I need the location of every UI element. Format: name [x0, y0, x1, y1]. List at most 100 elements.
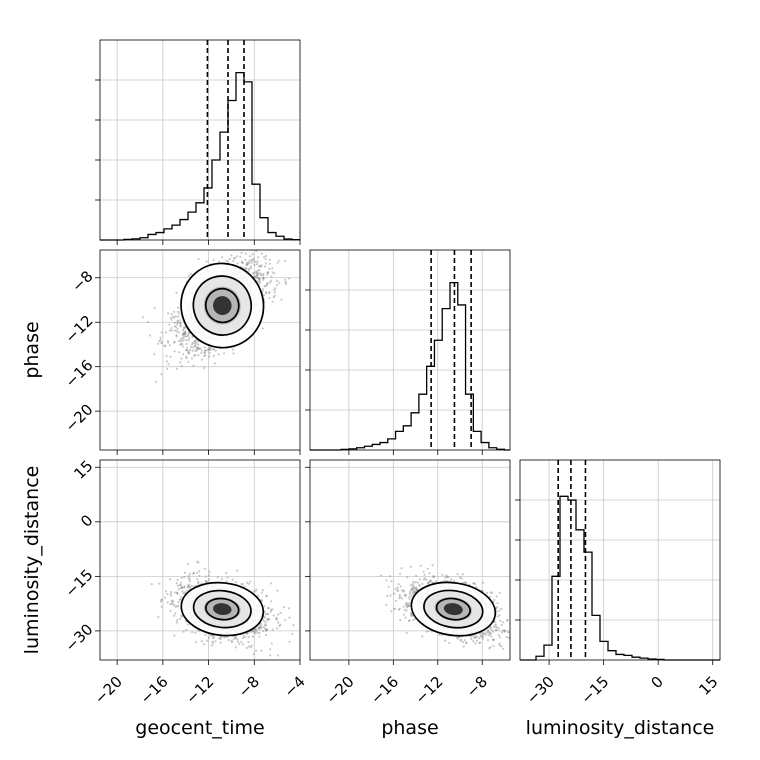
scatter-point: [182, 331, 185, 334]
scatter-point: [413, 588, 416, 591]
scatter-point: [280, 298, 283, 301]
scatter-point: [386, 594, 389, 598]
scatter-point: [173, 604, 176, 607]
scatter-point: [253, 632, 256, 635]
scatter-point: [264, 621, 267, 624]
scatter-point: [245, 261, 249, 264]
histogram-phase: [310, 281, 510, 451]
scatter-point: [183, 327, 186, 330]
y-axis-label-luminosity-distance: luminosity_distance: [21, 466, 43, 655]
scatter-point: [183, 332, 186, 336]
scatter-point: [179, 322, 182, 325]
scatter-point: [188, 336, 191, 340]
scatter-point: [171, 600, 174, 603]
scatter-point: [264, 613, 268, 616]
x-axis-label-geocent-time: geocent_time: [135, 717, 264, 739]
scatter-point: [195, 346, 198, 349]
scatter-point: [175, 291, 178, 294]
scatter-point: [431, 581, 434, 584]
scatter-point: [244, 635, 247, 639]
scatter-point: [234, 580, 237, 584]
scatter-point: [172, 341, 176, 344]
scatter-point: [163, 596, 167, 599]
scatter-point: [480, 634, 483, 637]
x-tick-label: −16: [137, 673, 172, 708]
scatter-point: [398, 597, 401, 600]
scatter-point: [259, 626, 262, 629]
scatter-point: [149, 334, 152, 337]
scatter-point: [186, 349, 190, 352]
scatter-point: [264, 284, 267, 287]
contour-line: [205, 597, 240, 621]
scatter-point: [252, 248, 254, 250]
scatter-point: [183, 586, 186, 589]
scatter-point: [484, 633, 487, 636]
scatter-point: [258, 627, 261, 631]
scatter-point: [278, 624, 281, 627]
scatter-point: [279, 611, 282, 614]
scatter-point: [267, 612, 270, 616]
scatter-point: [153, 352, 156, 356]
scatter-point: [276, 627, 279, 630]
scatter-point: [176, 591, 179, 594]
scatter-point: [188, 578, 191, 581]
scatter-point: [479, 635, 482, 638]
scatter-point: [175, 330, 178, 333]
scatter-point: [196, 346, 200, 349]
scatter-point: [226, 576, 229, 579]
scatter-point: [179, 339, 182, 342]
scatter-point: [231, 578, 234, 581]
scatter-point: [178, 617, 182, 621]
scatter-point: [260, 649, 263, 652]
scatter-point: [234, 646, 238, 649]
scatter-point: [241, 261, 244, 265]
scatter-point: [164, 344, 167, 347]
scatter-point: [189, 349, 192, 352]
scatter-point: [179, 361, 182, 364]
scatter-point: [251, 253, 254, 256]
scatter-point: [459, 639, 462, 642]
scatter-point: [283, 259, 287, 262]
scatter-point: [175, 335, 178, 338]
scatter-point: [472, 582, 475, 585]
scatter-point: [159, 336, 162, 339]
scatter-point: [155, 380, 158, 383]
scatter-point: [236, 640, 240, 643]
scatter-point: [196, 348, 199, 351]
scatter-point: [191, 349, 194, 352]
scatter-point: [270, 275, 273, 278]
scatter-point: [194, 345, 197, 348]
scatter-point: [255, 250, 258, 253]
scatter-point: [245, 581, 249, 584]
scatter-point: [258, 269, 261, 272]
scatter-point: [179, 584, 183, 587]
scatter-point: [275, 283, 279, 287]
scatter-point: [234, 636, 238, 639]
scatter-point: [157, 342, 160, 345]
y-axis-label-phase: phase: [21, 321, 43, 378]
scatter-point: [284, 280, 287, 284]
scatter-point: [261, 589, 265, 592]
scatter-point: [258, 635, 261, 638]
scatter-point: [188, 572, 192, 575]
scatter-point: [184, 330, 187, 333]
panel-2d-geocent-time-phase: [141, 248, 300, 383]
scatter-point: [177, 331, 180, 334]
scatter-point: [254, 628, 257, 631]
scatter-point: [255, 588, 258, 591]
scatter-point: [178, 583, 182, 587]
scatter-point: [233, 256, 236, 259]
scatter-point: [431, 564, 434, 567]
scatter-point: [261, 274, 265, 277]
x-axis-label-luminosity-distance: luminosity_distance: [526, 717, 715, 739]
scatter-point: [206, 639, 209, 642]
scatter-point: [488, 631, 491, 635]
scatter-point: [264, 627, 267, 631]
scatter-point: [185, 355, 188, 358]
x-tick-label: −30: [523, 673, 558, 708]
scatter-point: [146, 320, 149, 324]
panel-2d-phase-luminosity-distance: [379, 564, 510, 650]
scatter-point: [266, 271, 269, 274]
scatter-point: [268, 291, 271, 294]
scatter-point: [273, 294, 276, 297]
